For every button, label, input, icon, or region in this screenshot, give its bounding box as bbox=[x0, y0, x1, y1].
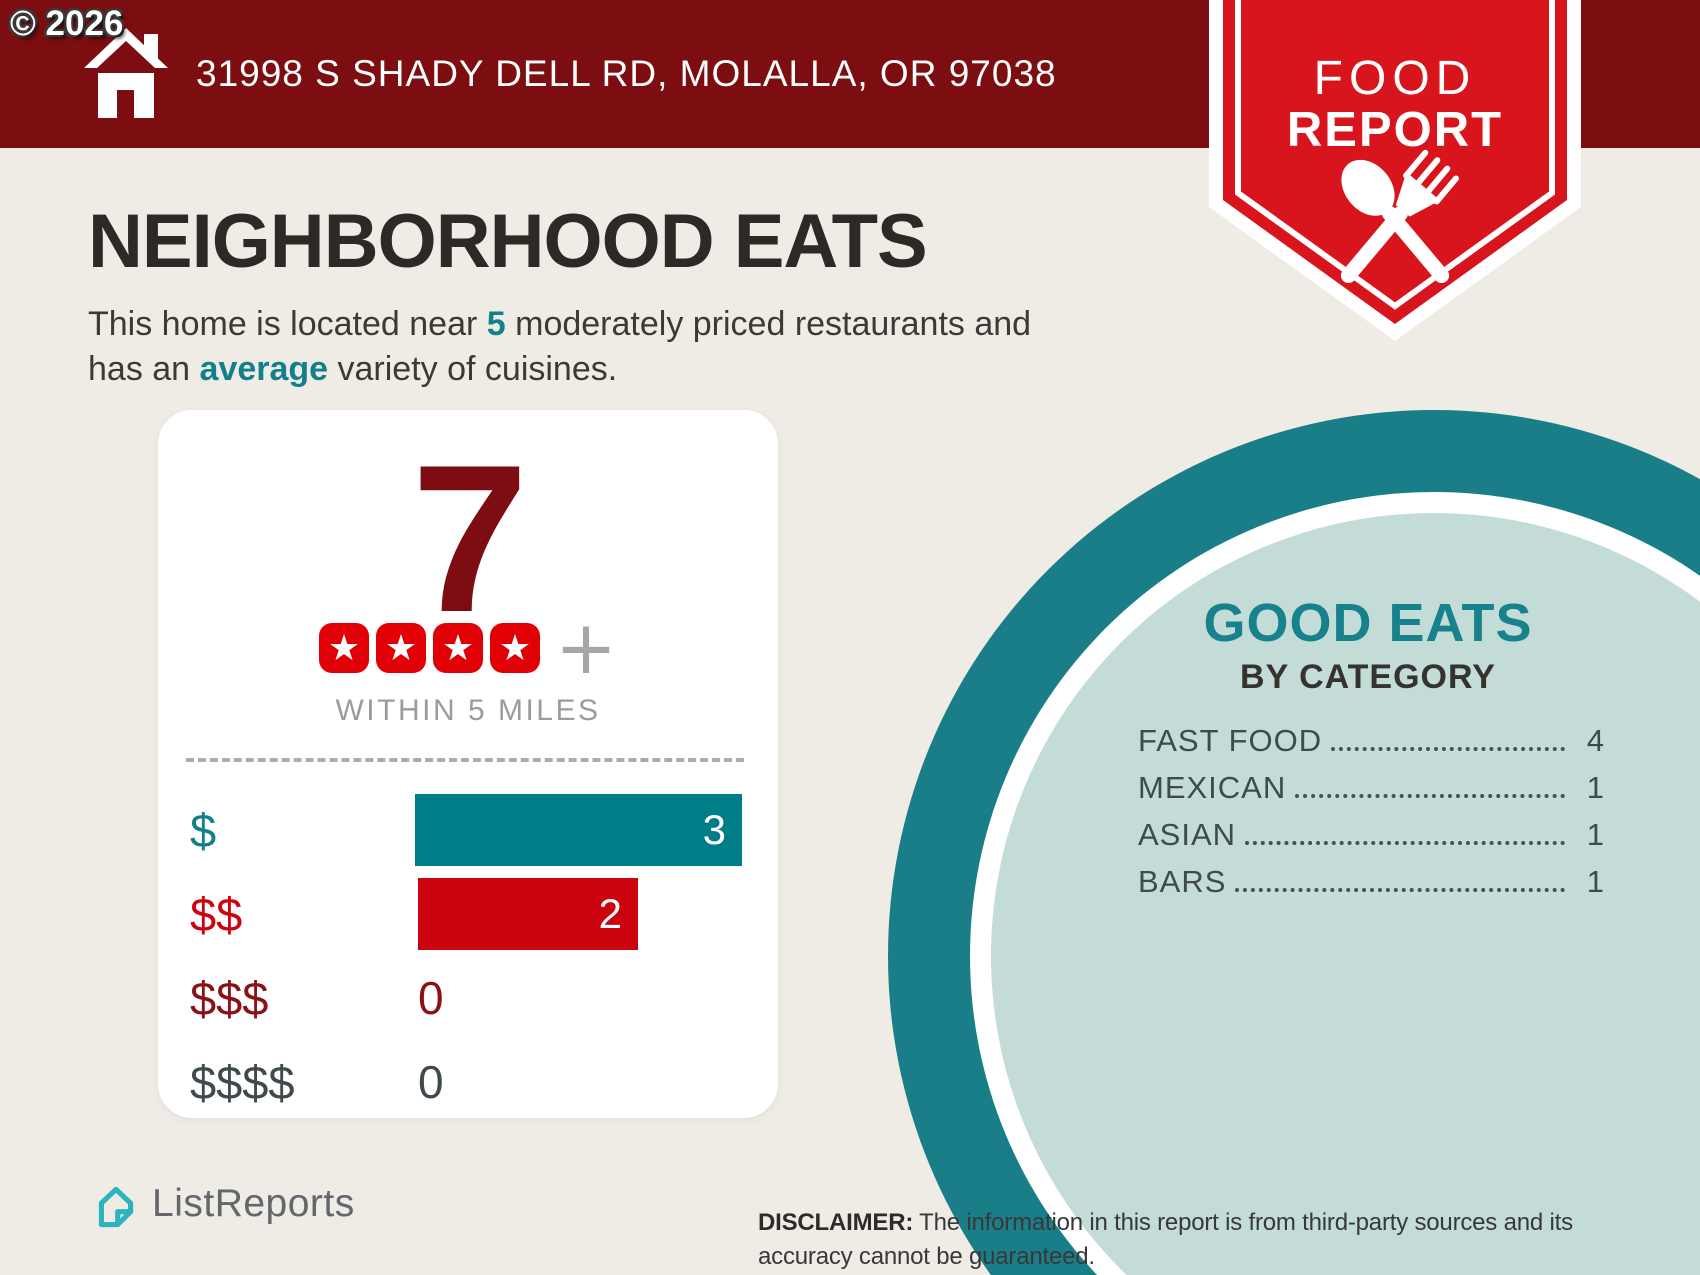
category-list: FAST FOOD 4 MEXICAN 1 ASIAN 1 BARS 1 bbox=[1128, 715, 1608, 903]
price-row-bar: 3 bbox=[415, 794, 742, 866]
category-row: BARS 1 bbox=[1138, 856, 1604, 903]
plus-icon: + bbox=[554, 605, 617, 691]
page-title: NEIGHBORHOOD EATS bbox=[88, 199, 928, 284]
stats-card: 7 ★ ★ ★ ★ + WITHIN 5 MILES $ 3 $$ 2 $$$ 0 $$… bbox=[158, 410, 778, 1118]
category-dotted-leader bbox=[1295, 794, 1565, 798]
variety-highlight: average bbox=[199, 350, 329, 389]
restaurant-count-inline: 5 bbox=[486, 305, 506, 343]
price-row: $$$$ 0 bbox=[190, 1046, 742, 1118]
home-icon bbox=[84, 28, 168, 118]
category-dotted-leader bbox=[1245, 841, 1565, 845]
disclaimer: DISCLAIMER: The information in this repo… bbox=[758, 1206, 1658, 1273]
category-label: MEXICAN bbox=[1138, 770, 1287, 805]
price-row-zero: 0 bbox=[418, 1056, 444, 1108]
price-row-label: $$$$ bbox=[190, 1055, 295, 1109]
category-dotted-leader bbox=[1235, 888, 1565, 892]
restaurant-count: 7 bbox=[411, 421, 529, 656]
category-value: 1 bbox=[1586, 864, 1604, 899]
radius-caption: WITHIN 5 MILES bbox=[335, 694, 601, 727]
good-eats-subtitle: BY CATEGORY bbox=[1240, 658, 1496, 696]
copyright-watermark: © 2026 bbox=[10, 4, 124, 43]
category-dotted-leader bbox=[1331, 747, 1565, 751]
listreports-wordmark: ListReports bbox=[152, 1182, 355, 1225]
category-label: BARS bbox=[1138, 864, 1227, 899]
crossed-utensils-icon bbox=[1340, 149, 1459, 284]
price-row-bar: 2 bbox=[418, 878, 638, 950]
star-icon: ★ bbox=[432, 623, 483, 673]
subtitle-line-2: has an average variety of cuisines. bbox=[88, 350, 618, 389]
category-label: FAST FOOD bbox=[1138, 723, 1323, 758]
good-eats-title: GOOD EATS bbox=[1203, 593, 1533, 653]
category-row: ASIAN 1 bbox=[1138, 809, 1604, 856]
price-row-label: $ bbox=[190, 803, 217, 857]
food-report-ribbon: FOOD REPORT bbox=[1209, 0, 1581, 341]
star-rating: ★ ★ ★ ★ + bbox=[158, 605, 778, 691]
category-row: FAST FOOD 4 bbox=[1138, 715, 1604, 762]
fork-icon bbox=[1340, 149, 1459, 284]
listreports-logo: ListReports bbox=[92, 1178, 355, 1230]
listreports-house-icon bbox=[98, 1186, 134, 1228]
good-eats-panel: GOOD EATS BY CATEGORY FAST FOOD 4 MEXICA… bbox=[1128, 596, 1608, 903]
disclaimer-label: DISCLAIMER: bbox=[758, 1209, 914, 1236]
star-icon: ★ bbox=[318, 623, 369, 673]
ribbon-food-label: FOOD bbox=[1314, 52, 1477, 105]
property-address: 31998 S SHADY DELL RD, MOLALLA, OR 97038 bbox=[196, 53, 1057, 94]
price-row: $ 3 bbox=[190, 794, 742, 866]
disclaimer-text: The information in this report is from t… bbox=[758, 1209, 1573, 1270]
star-icon: ★ bbox=[489, 623, 540, 673]
category-label: ASIAN bbox=[1138, 817, 1237, 852]
subtitle-line-1: This home is located near 5 moderately p… bbox=[88, 305, 1032, 343]
ribbon-report-label: REPORT bbox=[1287, 103, 1503, 157]
price-row: $$$ 0 bbox=[190, 962, 742, 1034]
category-value: 1 bbox=[1586, 770, 1604, 805]
price-rows: $ 3 $$ 2 $$$ 0 $$$$ 0 bbox=[190, 794, 742, 1130]
category-value: 4 bbox=[1586, 723, 1604, 758]
category-row: MEXICAN 1 bbox=[1138, 762, 1604, 809]
page-subtitle: This home is located near 5 moderately p… bbox=[88, 302, 1148, 392]
dashed-divider bbox=[186, 758, 744, 762]
star-icon: ★ bbox=[375, 623, 426, 673]
category-value: 1 bbox=[1586, 817, 1604, 852]
price-row: $$ 2 bbox=[190, 878, 742, 950]
price-row-label: $$$ bbox=[190, 971, 269, 1025]
price-row-label: $$ bbox=[190, 887, 243, 941]
price-row-zero: 0 bbox=[418, 972, 444, 1024]
